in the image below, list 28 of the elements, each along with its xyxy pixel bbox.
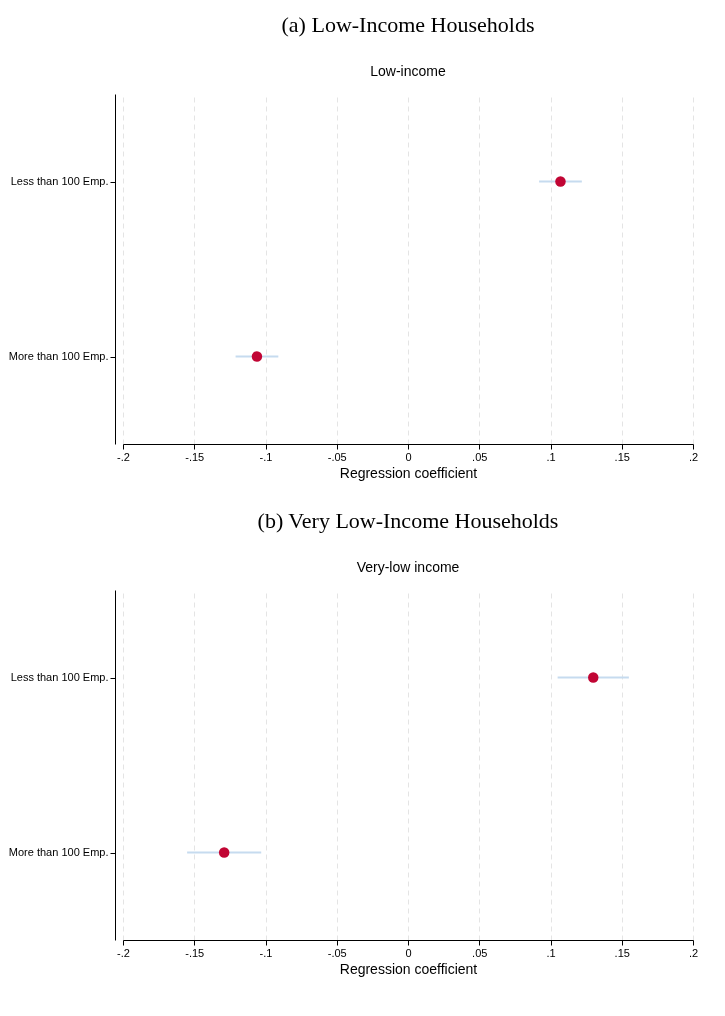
y-tick-label: Less than 100 Emp.: [10, 175, 109, 187]
x-tick-label: -.15: [185, 450, 205, 463]
x-tick-label: .2: [688, 450, 699, 463]
x-tick-label: .05: [472, 946, 488, 959]
chart-title: (a) Low-Income Households: [281, 12, 535, 37]
chart-title: (b) Very Low-Income Households: [257, 508, 559, 533]
chart-subtitle: Very-low income: [356, 559, 460, 575]
x-tick-label: -.05: [327, 946, 347, 959]
x-tick-label: -.2: [117, 946, 130, 959]
y-tick-label: More than 100 Emp.: [8, 350, 109, 362]
x-tick-label: .1: [546, 946, 556, 959]
x-tick-label: -.15: [185, 946, 205, 959]
x-tick-label: .2: [688, 946, 699, 959]
x-axis-title: Regression coefficient: [339, 464, 478, 481]
x-tick-label: .15: [614, 450, 630, 463]
x-tick-label: .1: [546, 450, 556, 463]
x-tick-label: 0: [405, 450, 412, 463]
x-tick-label: 0: [405, 946, 412, 959]
x-axis-title: Regression coefficient: [339, 960, 478, 977]
y-tick-label: Less than 100 Emp.: [10, 671, 109, 683]
x-tick-label: .05: [472, 450, 488, 463]
chart-subtitle: Low-income: [370, 63, 446, 79]
x-tick-label: .15: [614, 946, 630, 959]
x-tick-label: -.1: [259, 946, 273, 959]
x-tick-label: -.1: [259, 450, 273, 463]
x-tick-label: -.2: [117, 450, 130, 463]
y-tick-label: More than 100 Emp.: [8, 846, 109, 858]
x-tick-label: -.05: [327, 450, 347, 463]
